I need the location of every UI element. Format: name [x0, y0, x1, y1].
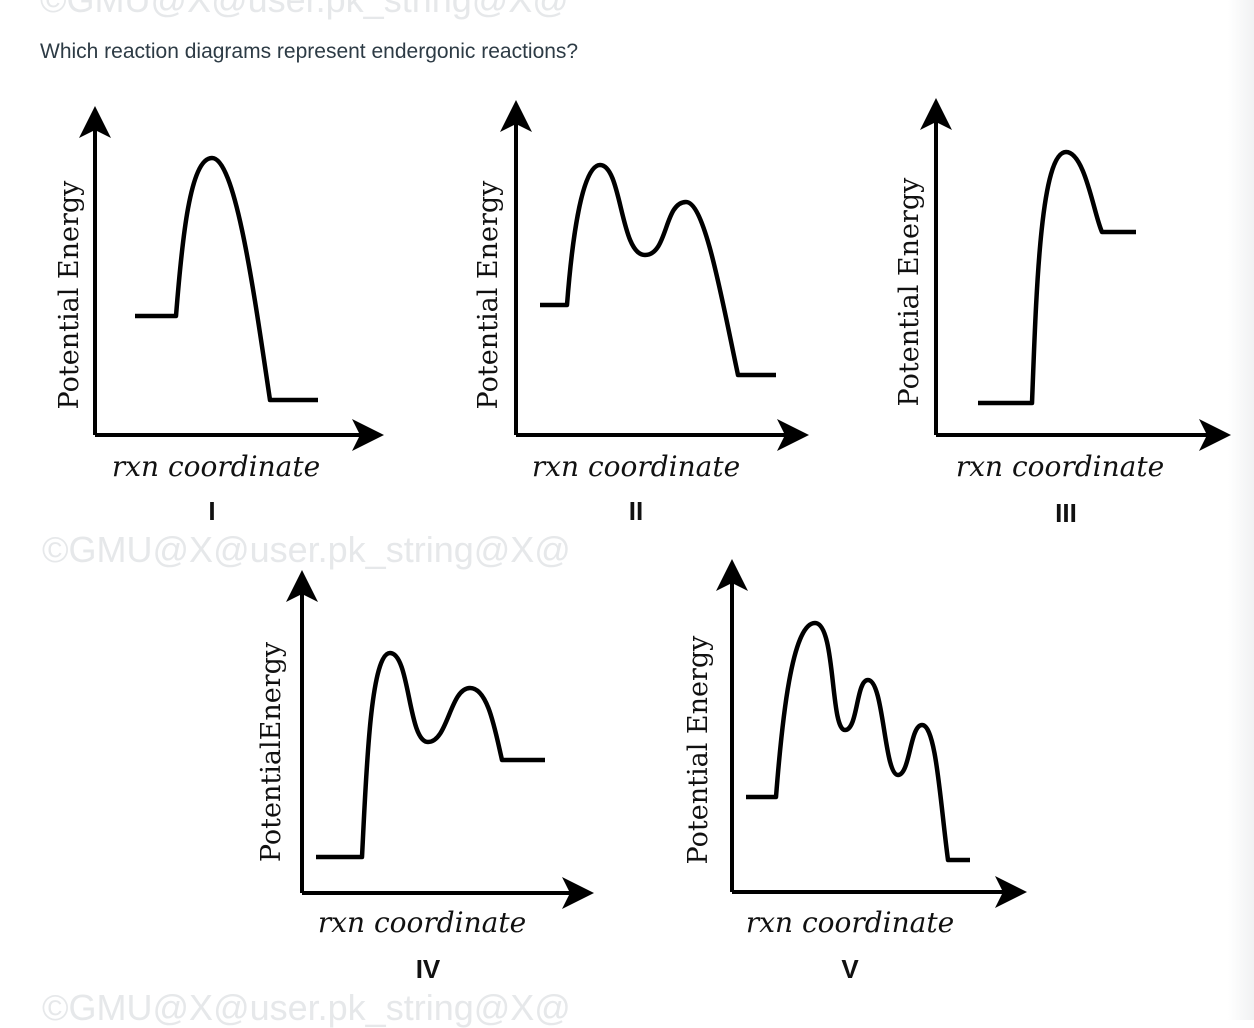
energy-curve: [316, 650, 545, 860]
y-axis-label: Potential Energy: [54, 180, 85, 410]
watermark-middle: ©GMU@X@user.pk_string@X@: [42, 529, 571, 570]
y-axis-label: Potential Energy: [473, 180, 504, 410]
diagram-ii: Potential Energy rxn coordinate II: [473, 100, 809, 526]
x-axis-label: rxn coordinate: [112, 450, 320, 483]
x-axis-label: rxn coordinate: [318, 906, 526, 939]
diagram-v: Potential Energy rxn coordinate V: [683, 559, 1027, 984]
energy-curve: [746, 620, 970, 863]
x-axis-label: rxn coordinate: [746, 906, 954, 939]
diagram-numeral: II: [629, 496, 643, 526]
y-axis-label: Potential Energy: [683, 635, 714, 865]
scroll-edge: [1228, 0, 1254, 1020]
y-axis-label: Potential Energy: [894, 177, 925, 407]
diagram-iv: PotentialEnergy rxn coordinate IV: [256, 570, 594, 984]
energy-curve: [135, 155, 318, 403]
energy-curve: [978, 149, 1136, 406]
diagram-numeral: III: [1055, 498, 1077, 528]
diagram-iii: Potential Energy rxn coordinate III: [894, 98, 1231, 528]
diagram-i: Potential Energy rxn coordinate I: [54, 106, 384, 526]
y-axis-label: PotentialEnergy: [256, 641, 287, 862]
x-axis-label: rxn coordinate: [956, 450, 1164, 483]
diagram-numeral: I: [208, 496, 215, 526]
watermark-top: ©GMU@X@user.pk_string@X@: [40, 0, 569, 18]
x-axis-label: rxn coordinate: [532, 450, 740, 483]
energy-curve: [540, 162, 776, 378]
diagram-numeral: V: [841, 954, 859, 984]
question-text: Which reaction diagrams represent enderg…: [40, 40, 579, 63]
diagram-numeral: IV: [416, 954, 441, 984]
